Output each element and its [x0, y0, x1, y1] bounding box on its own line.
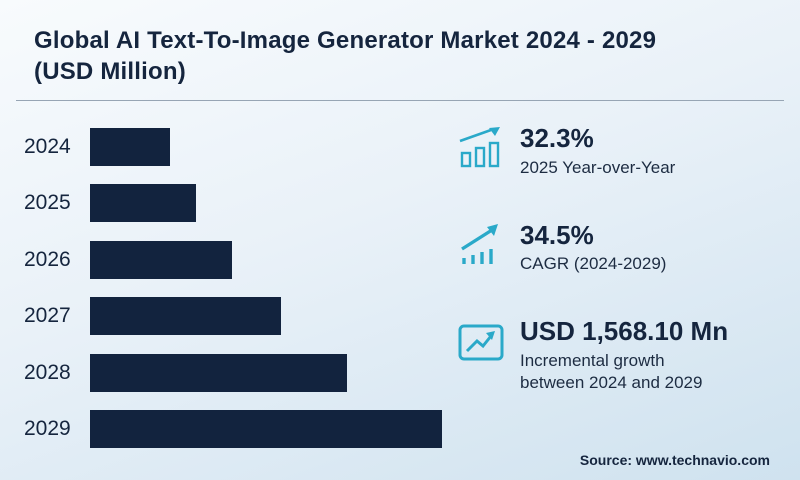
- bar-track: [90, 240, 442, 279]
- bar: [90, 409, 442, 448]
- bar-track: [90, 297, 442, 336]
- bar: [90, 184, 196, 223]
- source-credit: Source: www.technavio.com: [579, 452, 770, 468]
- stat-label: 2025 Year-over-Year: [520, 157, 676, 177]
- bar-row: 2027: [24, 291, 442, 341]
- page-title: Global AI Text-To-Image Generator Market…: [34, 27, 657, 85]
- bar-track: [90, 353, 442, 392]
- bar-year-label: 2025: [24, 191, 71, 215]
- bar-track: [90, 409, 442, 448]
- yoy-growth-bars-icon: [456, 124, 506, 170]
- title-divider: [16, 100, 784, 101]
- bar-row: 2025: [24, 178, 442, 228]
- stat-cagr: 34.5% CAGR (2024-2029): [456, 221, 786, 276]
- bar-chart: 2024 2025 2026 2027 2028 2029: [24, 122, 442, 454]
- stat-value: 34.5%: [520, 219, 594, 250]
- incremental-growth-box-icon: [456, 317, 506, 363]
- bar: [90, 240, 233, 279]
- bar-year-label: 2026: [24, 247, 71, 271]
- bar: [90, 297, 282, 336]
- stats-column: 32.3% 2025 Year-over-Year 34.5% CAGR (20…: [456, 124, 786, 394]
- bar-row: 2028: [24, 348, 442, 398]
- stat-yoy: 32.3% 2025 Year-over-Year: [456, 124, 786, 179]
- bar-row: 2029: [24, 404, 442, 454]
- bar-year-label: 2027: [24, 304, 71, 328]
- stat-label: Incremental growth between 2024 and 2029: [520, 350, 703, 393]
- stat-value: 32.3%: [520, 123, 594, 153]
- stat-text: 32.3% 2025 Year-over-Year: [520, 124, 675, 179]
- bar-track: [90, 128, 442, 166]
- bar-year-label: 2029: [24, 416, 71, 440]
- bar-track: [90, 184, 442, 223]
- bar-year-label: 2024: [24, 135, 71, 158]
- bar: [90, 128, 170, 166]
- bar: [90, 353, 348, 392]
- stat-text: 34.5% CAGR (2024-2029): [520, 221, 666, 276]
- stat-label: CAGR (2024-2029): [520, 254, 667, 274]
- bar-year-label: 2028: [24, 360, 71, 384]
- stat-text: USD 1,568.10 Mn Incremental growth betwe…: [520, 317, 732, 394]
- cagr-arrow-icon: [456, 221, 506, 267]
- stat-value: USD 1,568.10 Mn: [520, 316, 729, 347]
- bar-row: 2026: [24, 235, 442, 285]
- bar-row: 2024: [24, 122, 442, 172]
- stat-incremental-growth: USD 1,568.10 Mn Incremental growth betwe…: [456, 317, 786, 394]
